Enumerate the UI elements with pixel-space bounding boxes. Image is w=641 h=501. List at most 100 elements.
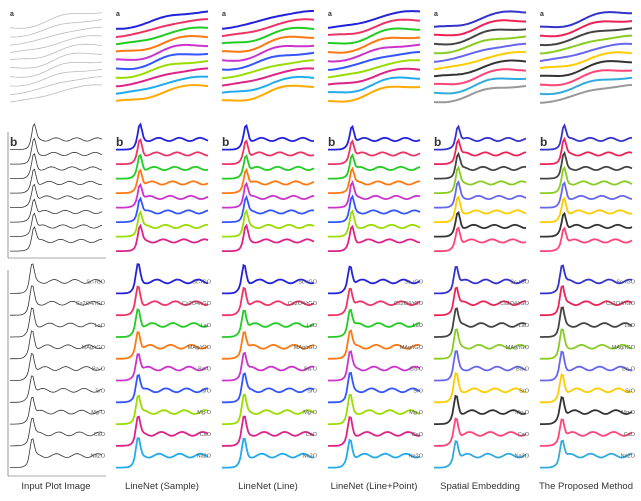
spectrum-line — [10, 123, 103, 150]
column-caption: LineNet (Line+Point) — [330, 481, 418, 492]
sample-label: Na2O — [409, 454, 424, 460]
spectrum-line — [434, 350, 527, 382]
curve — [115, 34, 209, 53]
spectrum-line — [434, 195, 527, 223]
spectrum-line — [540, 165, 633, 194]
spectrum-line — [540, 418, 633, 447]
curve — [9, 61, 103, 78]
curve — [115, 52, 209, 71]
sample-label: SrO — [95, 388, 106, 394]
curve — [221, 9, 315, 30]
spectrum-line — [540, 373, 633, 404]
sample-label: MAg/rGO — [400, 345, 424, 351]
curve — [540, 60, 633, 77]
sample-label: Mg-O — [515, 410, 529, 416]
curve — [539, 42, 633, 62]
spectrum-line — [434, 151, 527, 180]
curve — [9, 26, 103, 46]
spectrum-line — [434, 372, 527, 404]
curve — [222, 35, 314, 53]
curve — [221, 59, 315, 80]
spectrum-line — [222, 208, 315, 238]
spectrum-line — [328, 209, 421, 238]
curve — [115, 10, 209, 30]
spectrum-line — [116, 168, 209, 194]
spectrum-line — [222, 415, 315, 447]
spectrum-line — [434, 417, 527, 447]
spectrum-line — [116, 137, 209, 165]
column-caption: Input Plot Image — [21, 481, 91, 492]
spectrum-line — [222, 263, 315, 295]
sample-label: Cs2O4/rGO — [288, 301, 318, 307]
curve — [221, 75, 315, 94]
curve — [221, 67, 315, 87]
figure-column: a b Sc-rGO Cs2O4/rGO LaO MAg/rGO Ba-O SrO Mg-O Ca… — [539, 11, 636, 469]
spectrum-line — [540, 181, 633, 209]
curve — [540, 11, 632, 29]
curve — [539, 20, 633, 38]
figure-column: a b Sc-rGO Cs2O4/rGO LaO MAg/rGO Ba-O SrO Mg-O Ca… — [115, 10, 212, 469]
sample-label: Sc-rGO — [616, 279, 635, 285]
sample-label: Mg-O — [197, 410, 211, 416]
panel: Sc-rGO Cs2O4/rGO LaO MAg/rGO Ba-O SrO Mg-O CaO N… — [115, 263, 212, 469]
curve — [327, 85, 421, 103]
spectrum-line — [222, 351, 315, 382]
sample-label: Cs2O4/rGO — [606, 301, 636, 307]
spectrum-line — [539, 328, 633, 360]
sample-label: LaO — [519, 323, 530, 329]
curve — [116, 43, 208, 61]
panel-letter: b — [328, 135, 335, 149]
curve — [328, 76, 421, 94]
curve — [10, 52, 102, 69]
curve — [539, 69, 633, 87]
spectrum-line — [116, 196, 209, 223]
curve — [327, 67, 421, 86]
curve — [115, 75, 209, 95]
spectrum-line — [434, 440, 527, 469]
spectrum-line — [222, 154, 315, 180]
curve — [9, 12, 103, 29]
spectrum-line — [328, 415, 421, 447]
panel: b — [328, 124, 421, 252]
spectrum-line — [328, 180, 421, 209]
panel-letter: a — [434, 11, 438, 18]
curve — [9, 43, 103, 60]
panel: Sc-rGO Cs2O4/rGO LaO MAg/rGO Ba-O SrO Mg-O CaO N… — [539, 264, 636, 469]
sample-label: Cs2O4/rGO — [182, 301, 212, 307]
spectrum-line — [434, 266, 527, 295]
spectrum-line — [328, 166, 420, 194]
spectrum-line — [222, 372, 315, 404]
panel-letter: b — [10, 135, 17, 149]
spectrum-line — [433, 328, 527, 360]
sample-label: Mg-O — [303, 410, 317, 416]
sample-label: Ba-O — [516, 367, 530, 373]
sample-label: Ba-O — [304, 367, 318, 373]
panel-letter: a — [540, 11, 544, 18]
spectrum-line — [222, 309, 315, 338]
sample-label: Sc-rGO — [298, 279, 317, 285]
spectrum-line — [10, 263, 103, 294]
curve — [327, 51, 421, 71]
sample-label: LaO — [95, 323, 106, 329]
curve — [540, 83, 633, 104]
sample-label: CaO — [412, 432, 424, 438]
spectrum-line — [222, 139, 315, 165]
spectrum-line — [221, 331, 315, 360]
panel: Sc-rGO Cs2O4/rGO LaO MAg/rGO Ba-O SrO Mg-O CaO N… — [221, 263, 318, 469]
panel: Sc-rGO Cs2O4/rGO LaO MAg/rGO Ba-O SrO Mg-O CaO N… — [327, 265, 424, 469]
spectrum-line — [10, 438, 103, 468]
figure-column: a b Sc-rGO Cs2O4/rGO LaO MAg/rGO Ba-O SrO Mg-O Ca… — [327, 10, 424, 469]
sample-label: Ba-O — [622, 367, 636, 373]
spectrum-line — [540, 350, 633, 382]
curve — [433, 28, 527, 46]
spectrum-line — [434, 307, 527, 338]
spectrum-line — [434, 124, 527, 151]
curve — [434, 19, 526, 37]
panel-letter: a — [222, 11, 226, 18]
spectrum-line — [222, 393, 315, 425]
sample-label: LaO — [201, 323, 212, 329]
curve — [115, 84, 209, 102]
curve — [222, 84, 315, 102]
panel: b — [540, 123, 633, 252]
sample-label: MAg/rGO — [612, 345, 636, 351]
